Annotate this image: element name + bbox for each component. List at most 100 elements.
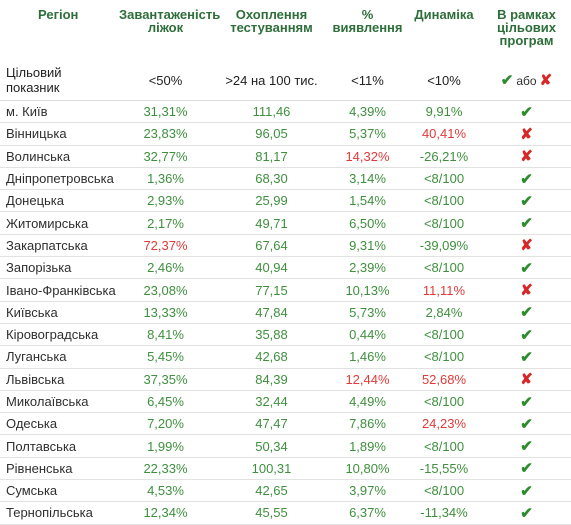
region-name: Івано-Франківська <box>0 278 117 302</box>
dynamics-value: <8/100 <box>406 189 482 213</box>
target-detection: <11% <box>329 60 406 101</box>
target-testing: >24 на 100 тис. <box>214 60 329 101</box>
check-icon: ✔ <box>520 192 533 210</box>
table-row: Полтавська 1,99% 50,34 1,89% <8/100 ✔ <box>0 434 571 458</box>
testing-value: 40,94 <box>214 256 329 280</box>
dynamics-value: <8/100 <box>406 434 482 458</box>
table-row: Вінницька 23,83% 96,05 5,37% 40,41% ✘ <box>0 122 571 146</box>
dynamics-value: <8/100 <box>406 256 482 280</box>
target-dynamics: <10% <box>406 60 482 101</box>
detection-value: 2,39% <box>329 256 406 280</box>
target-occupancy: <50% <box>117 60 214 101</box>
check-icon: ✔ <box>520 348 533 366</box>
check-icon: ✔ <box>520 438 533 456</box>
occupancy-value: 31,31% <box>117 100 214 124</box>
detection-value: 1,54% <box>329 189 406 213</box>
header-programs: В рамках цільових програм <box>496 7 556 48</box>
occupancy-value: 5,45% <box>117 345 214 369</box>
occupancy-value: 12,34% <box>117 501 214 525</box>
region-name: Запорізька <box>0 256 117 280</box>
region-name: Кіровоградська <box>0 323 117 347</box>
testing-value: 100,31 <box>214 457 329 481</box>
region-name: м. Київ <box>0 100 117 124</box>
occupancy-value: 37,35% <box>117 368 214 391</box>
region-name: Луганська <box>0 345 117 369</box>
dynamics-value: -15,55% <box>406 457 482 481</box>
program-status: ✔ <box>482 189 571 213</box>
occupancy-value: 23,83% <box>117 122 214 146</box>
occupancy-value: 2,17% <box>117 211 214 235</box>
target-label: Цільовий показник <box>0 60 117 101</box>
region-name: Вінницька <box>0 122 117 146</box>
occupancy-value: 7,20% <box>117 412 214 436</box>
testing-value: 68,30 <box>214 167 329 191</box>
testing-value: 84,39 <box>214 368 329 391</box>
region-indicators-table-page: Регіон Завантаженість ліжок Охоплення те… <box>0 7 571 525</box>
table-body: м. Київ 31,31% 111,46 4,39% 9,91% ✔ Вінницька 2… <box>0 100 571 525</box>
program-status: ✔ <box>482 501 571 525</box>
check-icon: ✔ <box>520 170 533 188</box>
testing-value: 25,99 <box>214 189 329 213</box>
dynamics-value: -11,34% <box>406 501 482 525</box>
table-row: Сумська 4,53% 42,65 3,97% <8/100 ✔ <box>0 479 571 503</box>
header-occupancy: Завантаженість ліжок <box>119 7 221 35</box>
testing-value: 47,47 <box>214 412 329 436</box>
dynamics-value: <8/100 <box>406 211 482 235</box>
occupancy-value: 4,53% <box>117 479 214 503</box>
detection-value: 3,97% <box>329 479 406 503</box>
detection-value: 3,14% <box>329 167 406 191</box>
region-name: Київська <box>0 301 117 324</box>
program-status: ✘ <box>482 368 571 391</box>
cross-icon: ✘ <box>520 282 533 300</box>
table-row: м. Київ 31,31% 111,46 4,39% 9,91% ✔ <box>0 100 571 124</box>
program-status: ✔ <box>482 457 571 481</box>
table-row: Тернопільська 12,34% 45,55 6,37% -11,34% ✔ <box>0 501 571 525</box>
or-label: або <box>516 74 537 88</box>
table-row: Дніпропетровська 1,36% 68,30 3,14% <8/100 ✔ <box>0 167 571 191</box>
table-row: Закарпатська 72,37% 67,64 9,31% -39,09% ✘ <box>0 234 571 258</box>
dynamics-value: <8/100 <box>406 390 482 414</box>
dynamics-value: -39,09% <box>406 234 482 258</box>
testing-value: 45,55 <box>214 501 329 525</box>
header-dynamics: Динаміка <box>414 7 474 22</box>
program-status: ✘ <box>482 122 571 146</box>
testing-value: 35,88 <box>214 323 329 347</box>
detection-value: 12,44% <box>329 368 406 391</box>
occupancy-value: 1,99% <box>117 434 214 458</box>
region-name: Закарпатська <box>0 234 117 258</box>
detection-value: 0,44% <box>329 323 406 347</box>
region-name: Львівська <box>0 368 117 391</box>
program-status: ✘ <box>482 278 571 302</box>
testing-value: 50,34 <box>214 434 329 458</box>
program-status: ✘ <box>482 234 571 258</box>
table-row: Одеська 7,20% 47,47 7,86% 24,23% ✔ <box>0 412 571 436</box>
detection-value: 4,49% <box>329 390 406 414</box>
region-name: Тернопільська <box>0 501 117 525</box>
occupancy-value: 72,37% <box>117 234 214 258</box>
target-row: Цільовий показник <50% >24 на 100 тис. <… <box>0 60 571 101</box>
occupancy-value: 23,08% <box>117 278 214 302</box>
program-status: ✔ <box>482 301 571 324</box>
testing-value: 111,46 <box>214 100 329 124</box>
header-region: Регіон <box>38 7 79 22</box>
detection-value: 6,50% <box>329 211 406 235</box>
occupancy-value: 8,41% <box>117 323 214 347</box>
detection-value: 6,37% <box>329 501 406 525</box>
region-name: Рівненська <box>0 457 117 481</box>
target-programs: ✔ або ✘ <box>482 60 571 101</box>
detection-value: 14,32% <box>329 145 406 168</box>
program-status: ✔ <box>482 390 571 414</box>
occupancy-value: 1,36% <box>117 167 214 191</box>
cross-icon: ✘ <box>520 237 533 255</box>
check-icon: ✔ <box>520 415 533 433</box>
dynamics-value: <8/100 <box>406 479 482 503</box>
check-icon: ✔ <box>500 72 514 89</box>
program-status: ✘ <box>482 145 571 168</box>
testing-value: 32,44 <box>214 390 329 414</box>
table-row: Львівська 37,35% 84,39 12,44% 52,68% ✘ <box>0 368 571 391</box>
program-status: ✔ <box>482 256 571 280</box>
dynamics-value: 11,11% <box>406 278 482 302</box>
table-row: Волинська 32,77% 81,17 14,32% -26,21% ✘ <box>0 145 571 168</box>
detection-value: 10,80% <box>329 457 406 481</box>
check-icon: ✔ <box>520 393 533 411</box>
